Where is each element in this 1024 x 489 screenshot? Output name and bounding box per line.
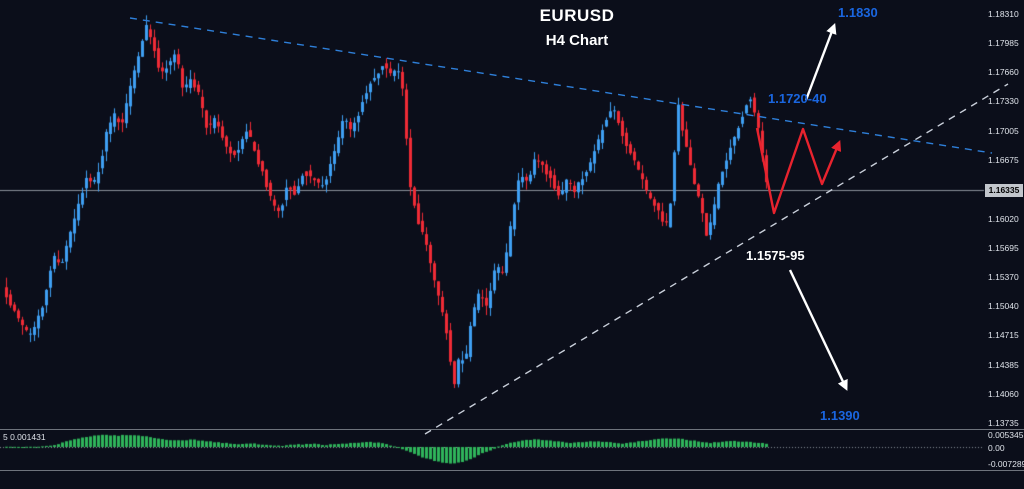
price-target-down-label: 1.1390 xyxy=(820,408,860,423)
oscillator-scale-max: 0.005345 xyxy=(988,430,1024,441)
price-axis-label: 1.15695 xyxy=(988,242,1019,253)
oscillator-scale-min: -0.007289 xyxy=(988,459,1024,470)
price-axis-label: 1.17330 xyxy=(988,96,1019,107)
support-zone-label: 1.1575-95 xyxy=(746,248,805,263)
timeframe-title: H4 Chart xyxy=(545,32,609,49)
price-axis-label: 1.14715 xyxy=(988,330,1019,341)
price-axis-label: 1.17985 xyxy=(988,37,1019,48)
price-axis-label: 1.16020 xyxy=(988,213,1019,224)
price-target-up-label: 1.1830 xyxy=(838,5,878,20)
price-axis-label: 1.18310 xyxy=(988,8,1019,19)
price-axis-label: 1.14385 xyxy=(988,359,1019,370)
price-axis-label: 1.14060 xyxy=(988,388,1019,399)
resistance-zone-label: 1.1720-40 xyxy=(768,91,827,106)
price-axis-label: 1.15040 xyxy=(988,301,1019,312)
current-price-tag: 1.16335 xyxy=(985,183,1023,197)
price-axis-label: 1.17005 xyxy=(988,125,1019,136)
price-axis-label: 1.13735 xyxy=(988,417,1019,428)
price-axis-label: 1.16675 xyxy=(988,155,1019,166)
oscillator-scale-zero: 0.00 xyxy=(988,442,1005,453)
price-axis-label: 1.15370 xyxy=(988,271,1019,282)
oscillator-value-label: 5 0.001431 xyxy=(3,432,46,442)
symbol-title: EURUSD xyxy=(539,6,615,25)
pane-separator xyxy=(0,429,1024,430)
price-axis-label: 1.17660 xyxy=(988,67,1019,77)
chart-title: EURUSD H4 Chart xyxy=(462,6,692,49)
pane-separator xyxy=(0,470,1024,471)
